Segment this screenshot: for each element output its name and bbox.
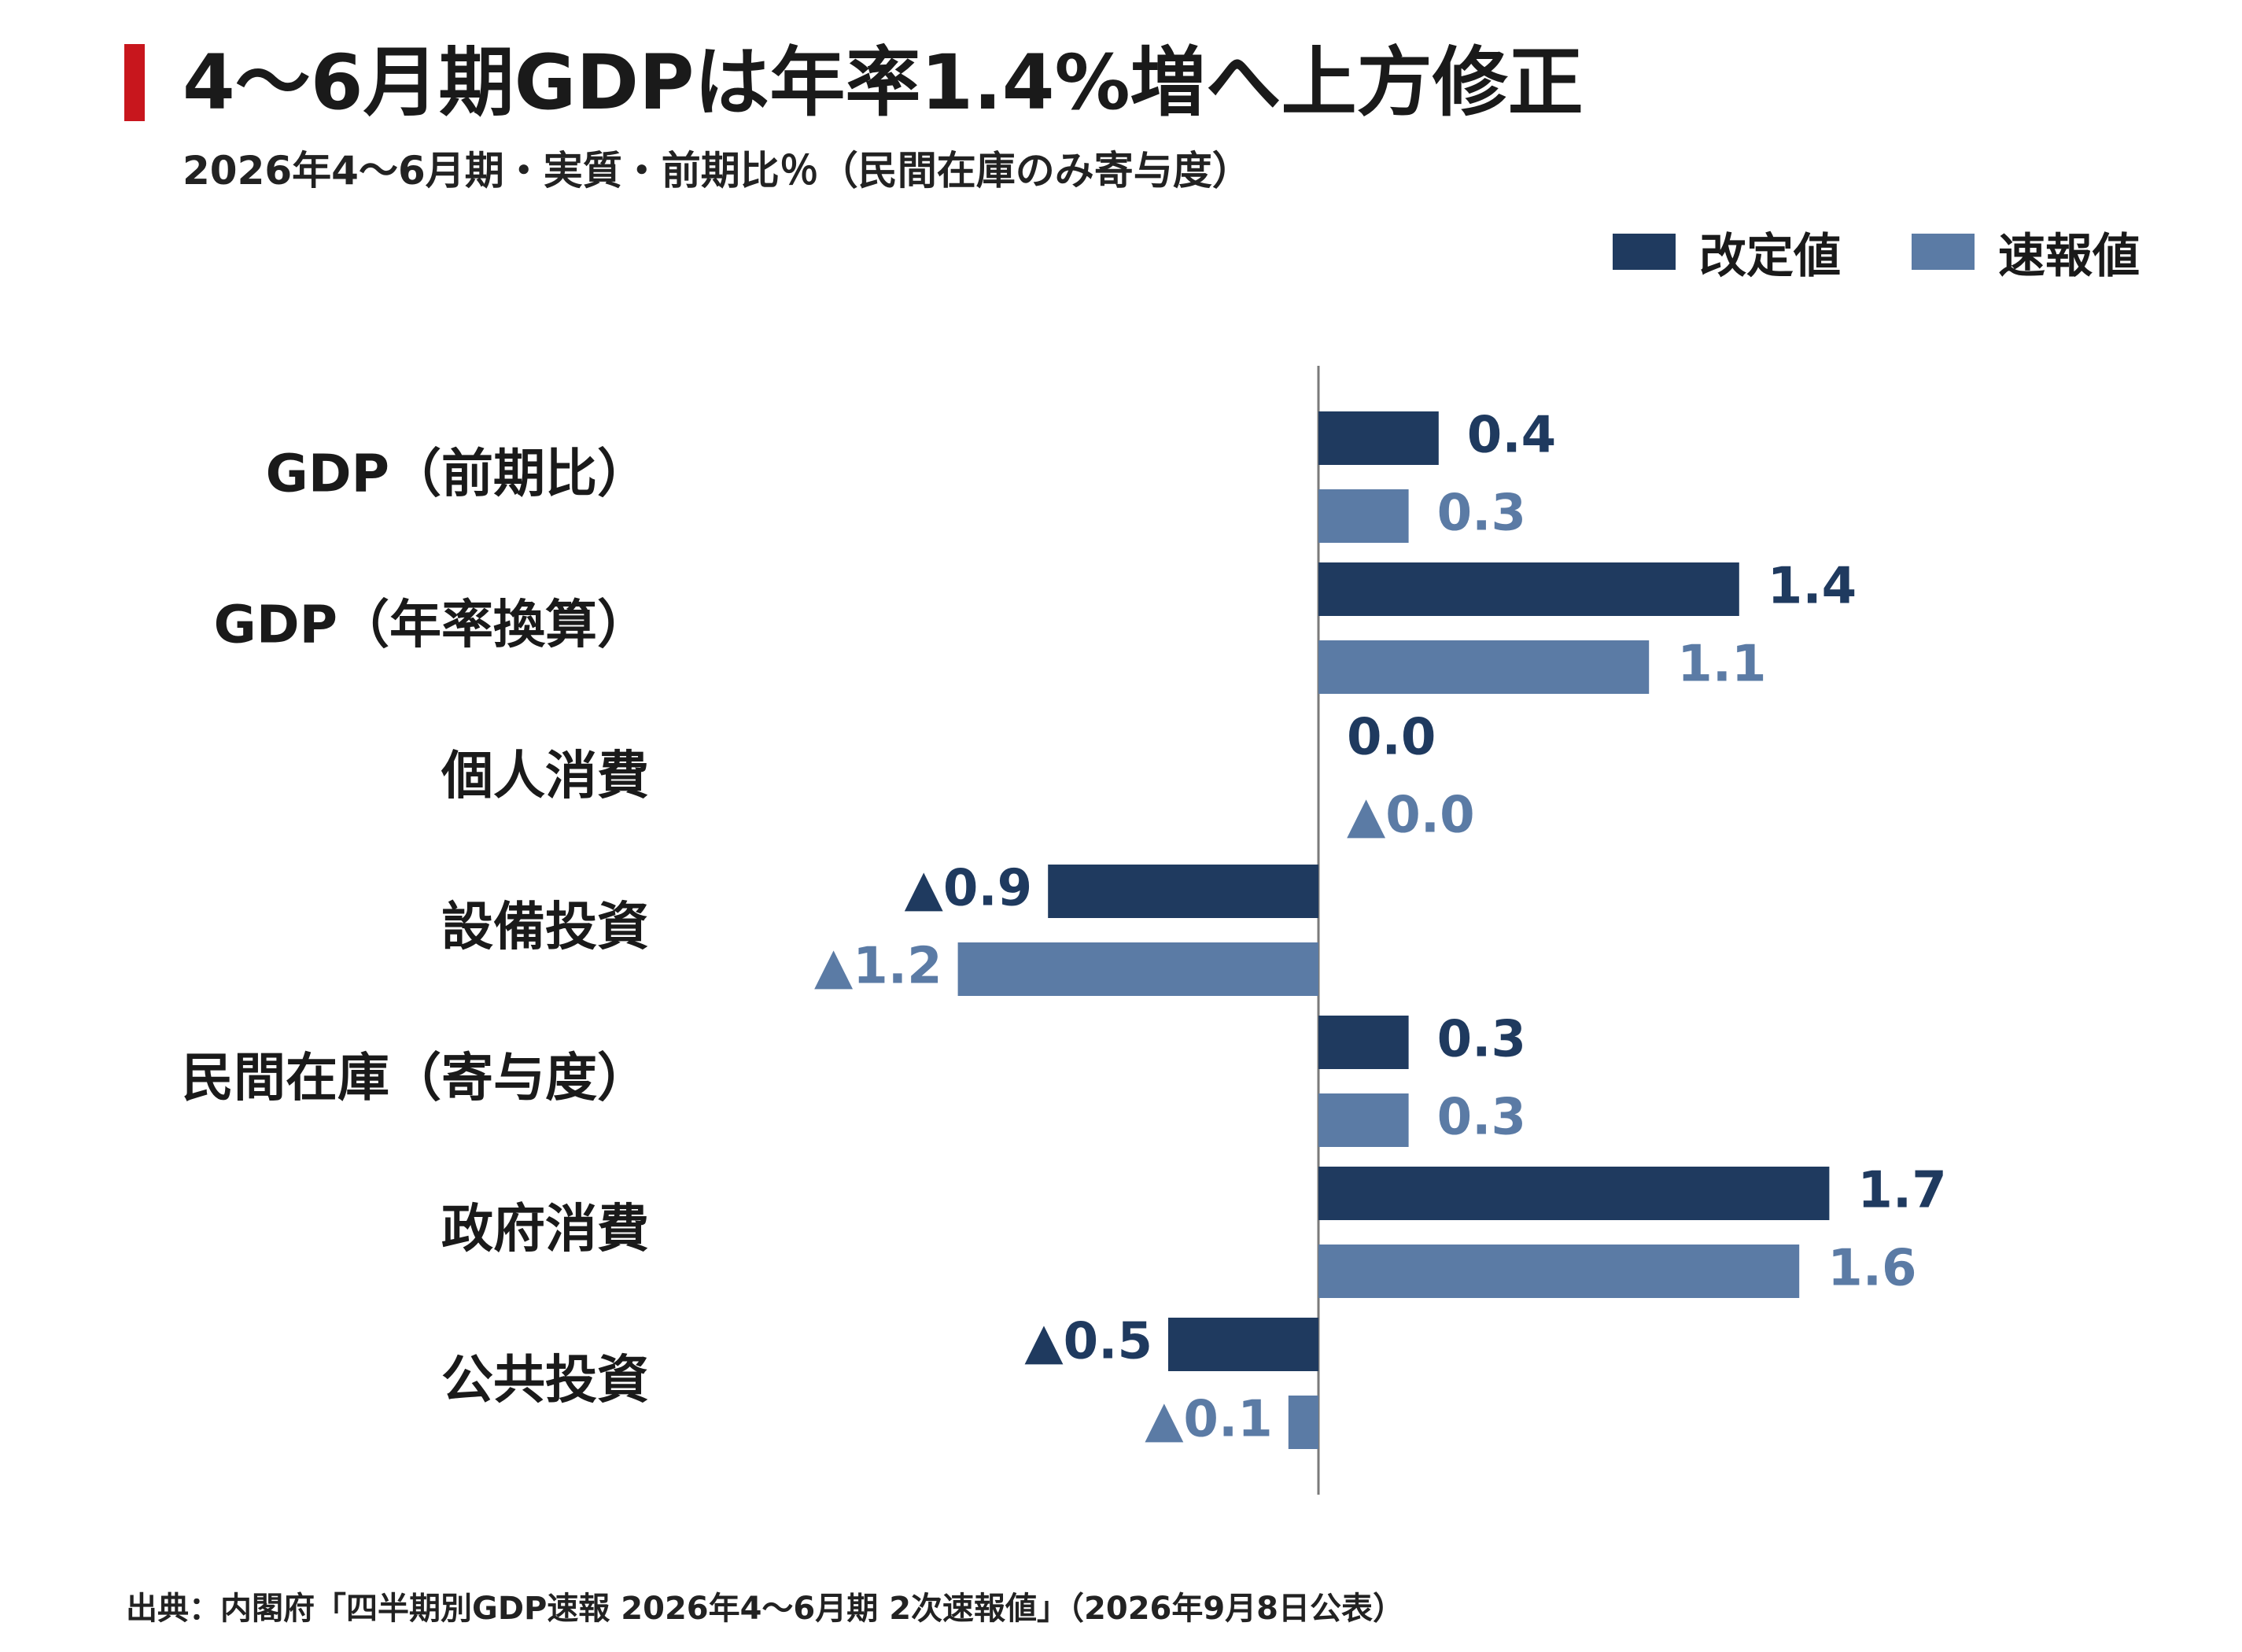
legend-label-revised: 改定値: [1699, 228, 1841, 284]
source-note: 出典：内閣府「四半期別GDP速報 2026年4～6月期 2次速報値」（2026年…: [126, 1591, 1405, 1627]
category-label: GDP（年率換算）: [214, 595, 649, 655]
bar: [1318, 1167, 1830, 1220]
bar: [1168, 1318, 1318, 1371]
data-label: 0.0: [1347, 709, 1436, 767]
bar: [957, 942, 1318, 996]
bar: [1318, 1245, 1800, 1298]
legend: 改定値 速報値: [1542, 218, 2140, 286]
data-label: 0.3: [1437, 1011, 1526, 1069]
data-label: 1.4: [1768, 558, 1857, 616]
data-label: ▲1.2: [814, 938, 942, 996]
legend-item-revised: 改定値: [1613, 218, 1841, 286]
data-label: 1.6: [1827, 1240, 1916, 1298]
data-label: 0.4: [1467, 407, 1556, 465]
category-label: 政府消費: [441, 1199, 649, 1259]
data-label: ▲0.5: [1024, 1313, 1152, 1371]
title-accent-bar: [124, 44, 145, 121]
legend-item-preliminary: 速報値: [1912, 218, 2140, 286]
data-label: ▲0.0: [1347, 787, 1475, 845]
data-label: 1.7: [1857, 1162, 1946, 1220]
data-label: 0.3: [1437, 485, 1526, 543]
category-label: 設備投資: [441, 897, 649, 957]
bar: [1318, 489, 1409, 543]
bar: [1318, 562, 1739, 616]
category-label: 個人消費: [441, 746, 649, 806]
category-label: 公共投資: [441, 1350, 649, 1410]
page-subtitle: 2026年4～6月期・実質・前期比％（民間在庫のみ寄与度）: [183, 148, 1252, 194]
bar: [1048, 865, 1318, 918]
data-label: 0.3: [1437, 1089, 1526, 1147]
bar: [1318, 1016, 1409, 1069]
legend-swatch-preliminary: [1912, 234, 1975, 270]
legend-swatch-revised: [1613, 234, 1676, 270]
data-label: 1.1: [1677, 636, 1766, 694]
category-label: 民間在庫（寄与度）: [182, 1048, 649, 1108]
data-label: ▲0.9: [905, 860, 1033, 918]
bar: [1288, 1396, 1318, 1449]
category-label: GDP（前期比）: [266, 444, 649, 504]
bar: [1318, 1093, 1409, 1147]
bar: [1318, 640, 1650, 694]
bar: [1318, 411, 1439, 465]
data-label: ▲0.1: [1145, 1391, 1273, 1449]
legend-label-preliminary: 速報値: [1998, 228, 2140, 284]
page-title: 4～6月期GDPは年率1.4%増へ上方修正: [183, 39, 1584, 127]
